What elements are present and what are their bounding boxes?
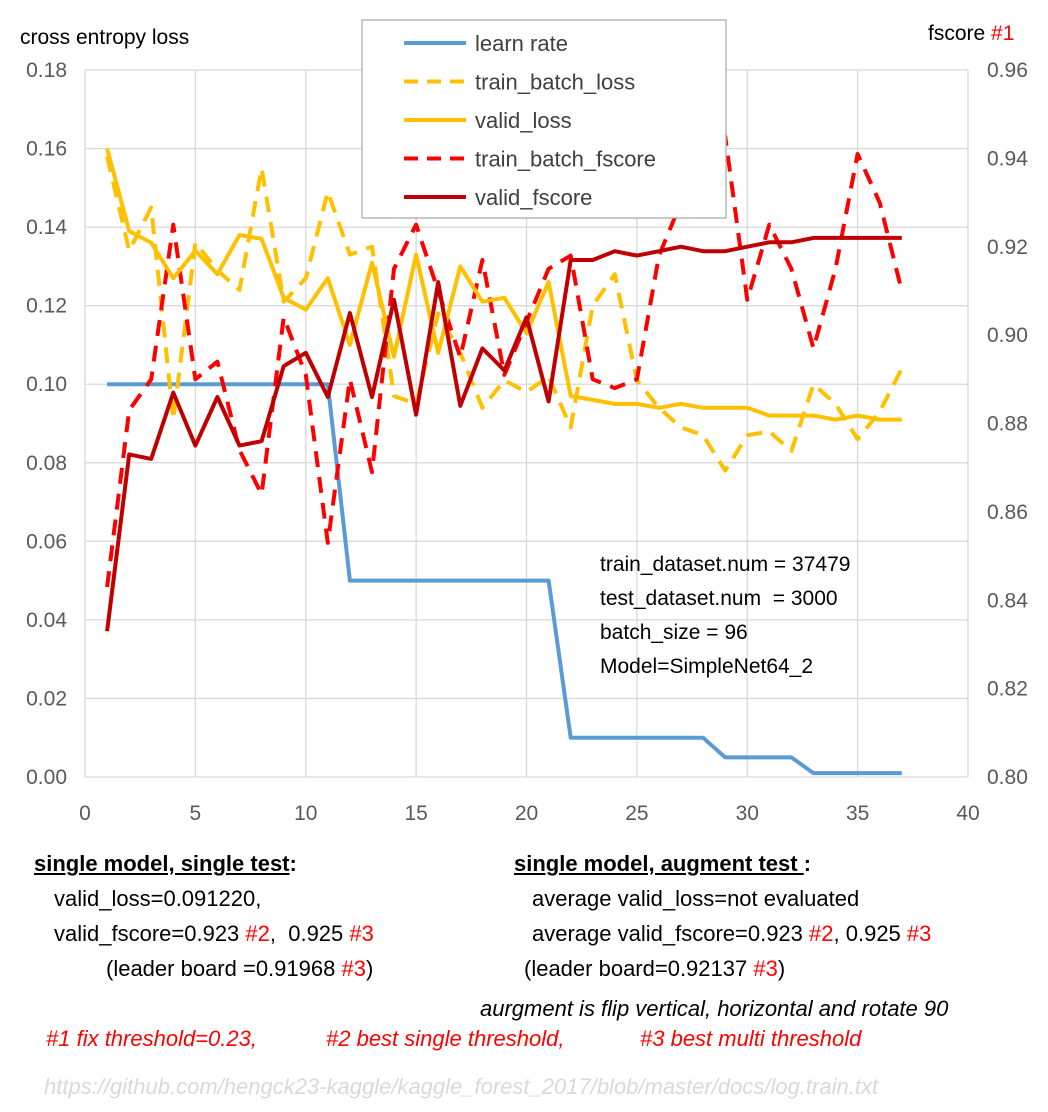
notes-right-fscore: average valid_fscore=0.923 #2, 0.925 #3 — [532, 921, 932, 946]
notes-left-leaderboard: (leader board =0.91968 #3) — [106, 956, 374, 981]
right-tick-label: 0.86 — [987, 501, 1028, 524]
left-tick-label: 0.04 — [26, 609, 67, 632]
x-axis-ticks: 0 5 10 15 20 25 30 35 40 — [79, 802, 980, 825]
right-tick-label: 0.88 — [987, 413, 1028, 436]
left-tick-label: 0.14 — [26, 216, 67, 239]
right-tick-label: 0.84 — [987, 589, 1028, 612]
footnote-3: #3 best multi threshold — [640, 1026, 862, 1051]
notes-left-heading: single model, single test — [34, 851, 290, 876]
legend: learn rate train_batch_loss valid_losstrai… — [361, 19, 727, 219]
series-line-valid-fscore — [105, 235, 902, 632]
info-train-num: train_dataset.num = 37479 — [600, 553, 851, 576]
augment-note: aurgment is flip vertical, horizontal an… — [480, 996, 949, 1021]
right-tick-label: 0.94 — [987, 147, 1028, 170]
left-tick-label: 0.18 — [26, 59, 67, 82]
x-tick-label: 35 — [846, 802, 869, 825]
x-tick-label: 20 — [515, 802, 538, 825]
series-line-train-batch-fscore — [105, 134, 904, 588]
x-tick-label: 30 — [736, 802, 759, 825]
right-axis-title: fscore #1 — [928, 22, 1014, 45]
right-tick-label: 0.96 — [987, 59, 1028, 82]
left-tick-label: 0.00 — [26, 766, 67, 789]
chart-area: 0.00 0.02 0.04 0.06 0.08 0.10 0.12 0.14 0.16 0.18… — [20, 19, 1028, 825]
legend-label: valid_loss — [475, 108, 572, 133]
right-tick-label: 0.90 — [987, 324, 1028, 347]
notes-augment-test: single model, augment test : average val… — [514, 846, 931, 986]
legend-label: train_batch_fscore — [475, 147, 656, 172]
series-line-learn rate — [107, 382, 902, 776]
footnote-1: #1 fix threshold=0.23, — [46, 1026, 257, 1051]
left-tick-label: 0.02 — [26, 687, 67, 710]
series-line-valid-loss — [105, 148, 902, 422]
legend-label: train_batch_loss — [475, 70, 635, 95]
left-tick-label: 0.16 — [26, 138, 67, 161]
x-tick-label: 40 — [956, 802, 979, 825]
series-line-train-batch-loss — [105, 155, 904, 473]
right-axis-ticks: 0.80 0.82 0.84 0.86 0.88 0.90 0.92 0.94 0.96 — [987, 59, 1028, 789]
info-model: Model=SimpleNet64_2 — [600, 655, 814, 678]
legend-label: learn rate — [475, 31, 568, 56]
notes-right-heading: single model, augment test — [514, 851, 804, 876]
x-tick-label: 0 — [79, 802, 91, 825]
x-tick-label: 5 — [190, 802, 202, 825]
notes-right-loss: average valid_loss=not evaluated — [532, 886, 860, 911]
right-tick-label: 0.82 — [987, 678, 1028, 701]
footnote-2: #2 best single threshold, — [326, 1026, 565, 1051]
info-test-num: test_dataset.num = 3000 — [600, 587, 838, 610]
x-tick-label: 15 — [404, 802, 427, 825]
left-tick-label: 0.06 — [26, 530, 67, 553]
x-tick-label: 10 — [294, 802, 317, 825]
left-tick-label: 0.12 — [26, 295, 67, 318]
left-tick-label: 0.10 — [26, 373, 67, 396]
info-batch-size: batch_size = 96 — [600, 621, 748, 644]
right-axis-marker: #1 — [991, 22, 1014, 45]
left-tick-label: 0.08 — [26, 452, 67, 475]
notes-left-fscore: valid_fscore=0.923 #2, 0.925 #3 — [54, 921, 374, 946]
series-lines — [105, 134, 904, 776]
notes-right-leaderboard: (leader board=0.92137 #3) — [524, 956, 786, 981]
legend-label: valid_fscore — [475, 185, 592, 210]
notes-single-test: single model, single test: valid_loss=0.… — [34, 846, 374, 986]
notes-left-loss: valid_loss=0.091220, — [54, 886, 262, 911]
x-tick-label: 25 — [625, 802, 648, 825]
dataset-info: train_dataset.num = 37479 test_dataset.n… — [600, 548, 850, 684]
left-axis-ticks: 0.00 0.02 0.04 0.06 0.08 0.10 0.12 0.14 0.16 0.18 — [26, 59, 67, 789]
right-tick-label: 0.80 — [987, 766, 1028, 789]
left-axis-title: cross entropy loss — [20, 26, 189, 49]
right-tick-label: 0.92 — [987, 236, 1028, 259]
source-url: https://github.com/hengck23-kaggle/kaggl… — [44, 1074, 879, 1099]
